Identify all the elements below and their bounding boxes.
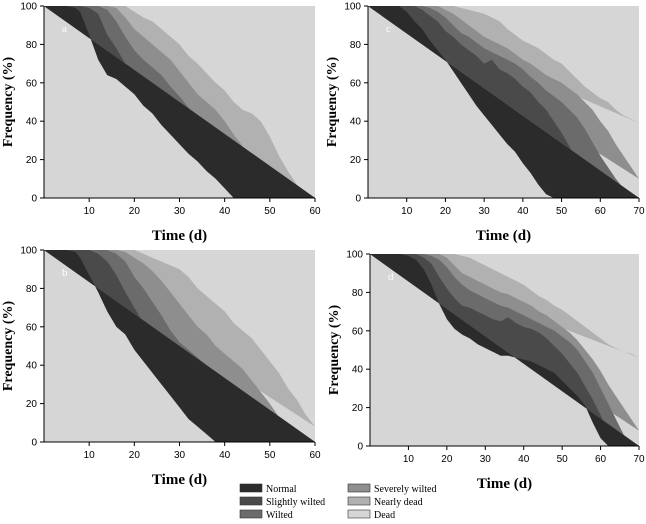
area-severely-wilted [368, 6, 639, 198]
y-tick-label: 80 [350, 40, 362, 51]
legend-swatch-slightly-wilted [239, 496, 263, 506]
x-tick-label: 30 [174, 206, 186, 217]
legend-label-dead: Dead [374, 510, 395, 521]
x-tick-label: 10 [84, 450, 96, 461]
y-tick-label: 60 [352, 326, 364, 337]
chart-panel-d: 0 20 40 60 80 100 10 20 30 40 50 60 70 d Time (d) Frequ… [327, 250, 645, 493]
area-severely-wilted [370, 254, 639, 446]
y-tick-label: 80 [26, 40, 38, 51]
x-tick-label: 10 [403, 454, 415, 465]
y-axis-label: Frequency (%) [1, 300, 16, 391]
area-nearly-dead [368, 6, 639, 198]
legend-label-wilted: Wilted [266, 510, 293, 521]
y-tick-label: 0 [31, 194, 37, 205]
x-axis-label: Time (d) [152, 228, 207, 244]
y-tick-label: 80 [352, 288, 364, 299]
x-tick-label: 60 [309, 450, 321, 461]
y-tick-label: 60 [26, 322, 38, 333]
panel-label: a [62, 23, 67, 35]
panel-label: c [386, 23, 391, 35]
x-tick-label: 50 [264, 206, 276, 217]
y-axis-label: Frequency (%) [1, 56, 16, 147]
x-tick-label: 60 [309, 206, 321, 217]
chart-panel-b: 0 20 40 60 80 100 10 20 30 40 50 60 b Time (d) Frequen… [1, 246, 321, 489]
x-axis-label: Time (d) [152, 472, 207, 488]
x-axis-label: Time (d) [476, 228, 531, 244]
y-tick-label: 20 [352, 403, 364, 414]
area-normal [44, 6, 315, 198]
y-tick-label: 40 [26, 117, 38, 128]
x-tick-label: 20 [440, 206, 452, 217]
x-tick-label: 70 [633, 206, 645, 217]
x-tick-label: 60 [595, 206, 607, 217]
legend-swatch-severely-wilted [347, 483, 371, 493]
x-tick-label: 40 [518, 454, 530, 465]
x-tick-label: 60 [595, 454, 607, 465]
area-normal [368, 6, 639, 198]
y-tick-label: 20 [26, 399, 38, 410]
x-tick-label: 10 [84, 206, 96, 217]
y-axis-label: Frequency (%) [325, 56, 340, 147]
y-tick-label: 60 [26, 78, 38, 89]
y-tick-label: 40 [352, 365, 364, 376]
y-tick-label: 100 [20, 2, 37, 13]
y-tick-label: 20 [26, 155, 38, 166]
y-tick-label: 20 [350, 155, 362, 166]
x-tick-label: 70 [633, 454, 645, 465]
y-tick-label: 60 [350, 78, 362, 89]
y-tick-label: 40 [26, 361, 38, 372]
x-tick-label: 40 [517, 206, 529, 217]
y-tick-label: 0 [31, 438, 37, 449]
x-tick-label: 30 [479, 206, 491, 217]
y-tick-label: 100 [346, 250, 363, 261]
area-normal [44, 250, 315, 442]
legend-label-slightly-wilted: Slightly wilted [266, 497, 325, 508]
x-tick-label: 40 [219, 450, 231, 461]
legend-swatch-dead [347, 509, 371, 519]
x-tick-label: 50 [556, 206, 568, 217]
x-tick-label: 50 [264, 450, 276, 461]
y-tick-label: 40 [350, 117, 362, 128]
legend-label-nearly-dead: Nearly dead [374, 497, 423, 508]
legend-label-severely-wilted: Severely wilted [374, 484, 436, 495]
legend-swatch-wilted [239, 509, 263, 519]
x-tick-label: 30 [480, 454, 492, 465]
area-nearly-dead [44, 250, 315, 442]
x-tick-label: 10 [401, 206, 413, 217]
x-tick-label: 20 [129, 206, 141, 217]
x-tick-label: 50 [557, 454, 569, 465]
y-tick-label: 0 [355, 194, 361, 205]
legend-label-normal: Normal [266, 484, 297, 495]
y-tick-label: 100 [344, 2, 361, 13]
x-tick-label: 30 [174, 450, 186, 461]
chart-panel-a: 0 20 40 60 80 100 10 20 30 40 50 60 a Time (d) Frequen… [1, 2, 321, 245]
legend-swatch-normal [239, 483, 263, 493]
y-axis-label: Frequency (%) [327, 304, 342, 395]
x-tick-label: 20 [129, 450, 141, 461]
y-tick-label: 100 [20, 246, 37, 257]
panel-label: b [62, 267, 68, 279]
area-nearly-dead [370, 254, 639, 446]
legend-swatch-nearly-dead [347, 496, 371, 506]
x-tick-label: 40 [219, 206, 231, 217]
panel-label: d [388, 271, 394, 283]
y-tick-label: 0 [357, 442, 363, 453]
chart-panel-c: 0 20 40 60 80 100 10 20 30 40 50 60 70 c Time (d) Frequ… [325, 2, 645, 245]
x-axis-label: Time (d) [477, 476, 532, 492]
x-tick-label: 20 [441, 454, 453, 465]
y-tick-label: 80 [26, 284, 38, 295]
area-normal [370, 254, 639, 446]
legend: Normal Slightly wilted Wilted Severely wilt… [239, 483, 436, 521]
